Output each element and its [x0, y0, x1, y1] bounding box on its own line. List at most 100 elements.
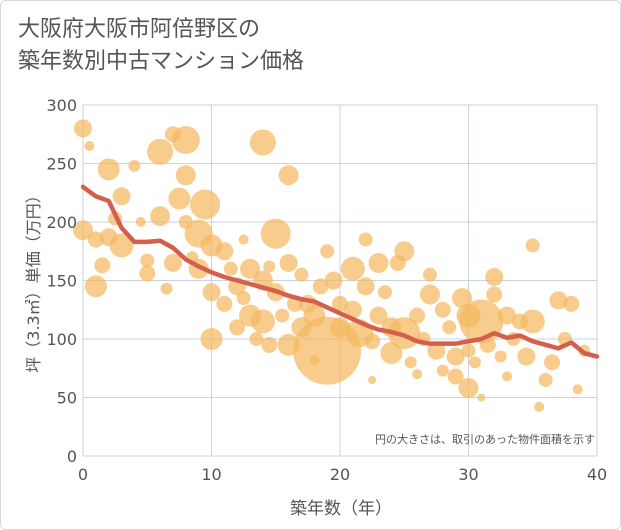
data-bubble	[249, 129, 276, 156]
data-bubble	[572, 384, 583, 395]
data-bubble	[409, 307, 426, 324]
data-bubble	[468, 356, 481, 369]
y-tick-label: 300	[46, 96, 77, 115]
data-bubble	[356, 277, 375, 296]
data-bubble	[260, 218, 291, 249]
data-bubble	[128, 159, 141, 172]
data-bubble	[73, 220, 93, 241]
x-axis-label: 築年数（年）	[290, 499, 392, 519]
data-bubble	[312, 278, 329, 295]
data-bubble	[215, 242, 234, 261]
data-bubble	[452, 288, 473, 309]
data-bubble	[278, 165, 299, 186]
x-tick-label: 10	[201, 465, 221, 484]
data-bubble	[263, 260, 276, 273]
data-bubble	[147, 138, 174, 165]
grid-lines	[82, 104, 598, 457]
data-bubble	[87, 231, 104, 248]
chart-title-line-2: 築年数別中古マンション価格	[18, 49, 305, 74]
data-bubble	[171, 126, 200, 155]
y-axis-label: 坪（3.3㎡）単価（万円）	[24, 187, 43, 372]
data-bubble	[368, 252, 389, 273]
data-bubble	[525, 238, 540, 253]
data-bubble	[364, 333, 381, 350]
data-bubble	[109, 233, 134, 258]
data-bubble	[236, 291, 251, 306]
bubble-size-note: 円の大きさは、取引のあった物件面積を示す	[375, 432, 595, 446]
data-bubble	[320, 244, 335, 259]
data-bubble	[447, 368, 464, 385]
data-bubble	[549, 291, 568, 310]
data-bubble	[343, 300, 362, 319]
data-bubble	[538, 372, 553, 387]
x-tick-label: 40	[587, 465, 607, 484]
data-bubble	[279, 253, 298, 272]
trend-line	[80, 184, 600, 359]
data-bubble	[544, 354, 561, 371]
data-bubble	[502, 371, 513, 382]
data-bubble	[84, 275, 107, 298]
x-tick-label: 0	[78, 465, 88, 484]
data-bubble	[202, 283, 221, 302]
data-bubble	[163, 253, 182, 272]
chart-title-line-1: 大阪府大阪市阿倍野区の	[18, 17, 261, 42]
data-bubble	[294, 267, 309, 282]
y-tick-labels: 0 50 100 150 200 250 300	[46, 96, 77, 466]
data-bubble	[394, 241, 415, 262]
data-bubble	[240, 258, 261, 279]
data-bubble	[229, 319, 246, 336]
bubbles	[73, 119, 591, 412]
data-bubble	[494, 350, 507, 363]
data-bubble	[534, 401, 545, 412]
data-bubble	[520, 309, 545, 334]
data-bubble	[368, 375, 377, 384]
data-bubble	[140, 253, 155, 268]
data-bubble	[190, 189, 221, 220]
data-bubble	[150, 206, 171, 227]
data-bubble	[216, 295, 233, 312]
data-bubble	[250, 309, 275, 334]
data-bubble	[517, 347, 536, 366]
data-bubble	[74, 119, 92, 138]
data-bubble	[160, 282, 173, 295]
data-bubble	[446, 347, 465, 366]
data-bubble	[422, 267, 437, 282]
x-tick-labels: 0 10 20 30 40	[78, 465, 607, 484]
y-tick-label: 100	[46, 330, 77, 349]
y-tick-label: 0	[67, 447, 77, 466]
data-bubble	[442, 320, 457, 335]
data-bubble	[309, 355, 320, 366]
data-bubble	[434, 301, 451, 318]
data-bubble	[200, 328, 223, 350]
chart-title: 大阪府大阪市阿倍野区の 築年数別中古マンション価格	[18, 14, 304, 78]
y-tick-label: 50	[57, 389, 77, 408]
data-bubble	[324, 271, 343, 290]
data-bubble	[498, 306, 517, 325]
data-bubble	[436, 364, 449, 377]
data-bubble	[563, 295, 580, 312]
x-tick-label: 20	[330, 465, 350, 484]
data-bubble	[175, 165, 196, 186]
data-bubble	[94, 257, 111, 274]
data-bubble	[461, 343, 476, 358]
data-bubble	[369, 306, 388, 325]
y-tick-label: 150	[46, 272, 77, 291]
data-bubble	[332, 295, 348, 312]
data-bubble	[419, 284, 440, 305]
data-bubble	[477, 393, 486, 402]
y-tick-label: 200	[46, 213, 77, 232]
data-bubble	[377, 285, 392, 300]
data-bubble	[135, 217, 146, 227]
data-bubble	[330, 317, 350, 338]
data-bubble	[427, 341, 446, 360]
data-bubble	[412, 369, 423, 380]
data-bubble	[404, 356, 417, 369]
data-bubble	[380, 342, 403, 365]
data-bubble	[485, 267, 504, 286]
data-bubble	[223, 261, 238, 276]
data-bubble	[84, 140, 95, 151]
data-bubble	[479, 336, 496, 353]
data-bubble	[275, 308, 290, 323]
x-tick-label: 30	[458, 465, 478, 484]
